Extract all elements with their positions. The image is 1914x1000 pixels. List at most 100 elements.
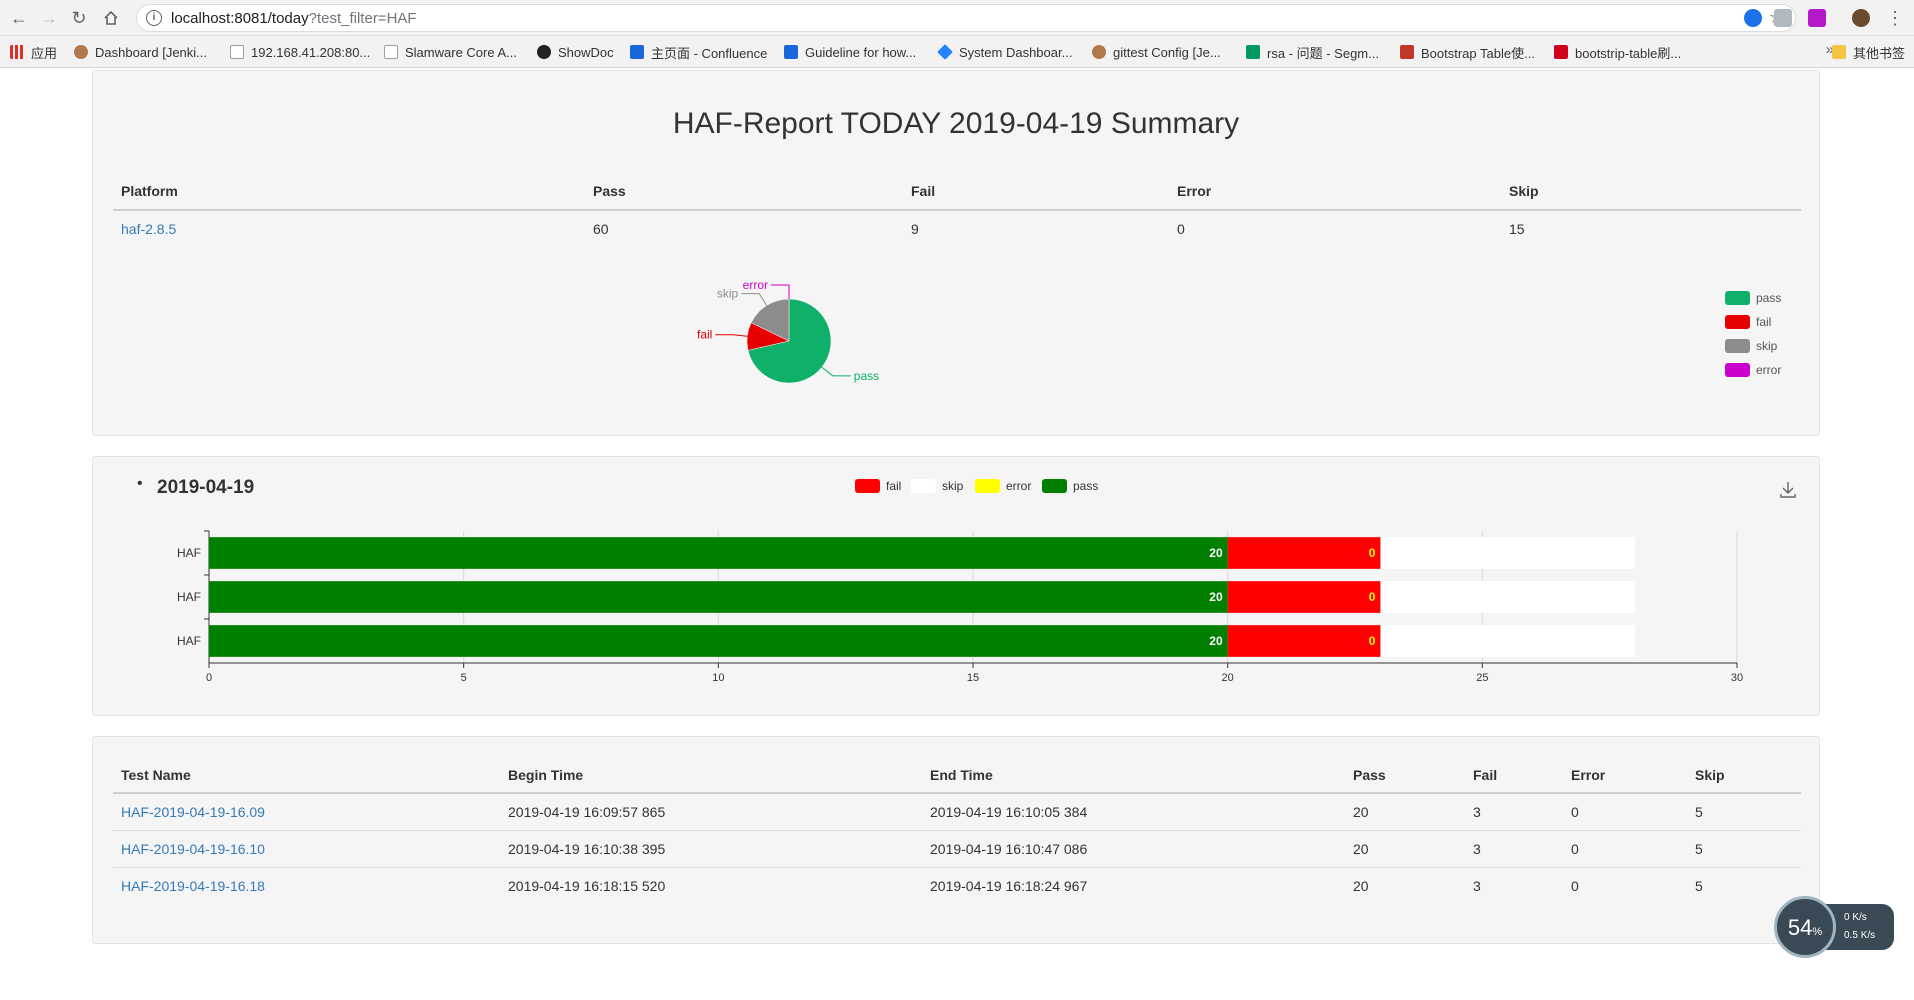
profile-avatar[interactable]: [1852, 9, 1870, 27]
download-rate: 0.5 K/s: [1844, 930, 1876, 941]
x-tick-label: 10: [712, 672, 724, 684]
column-header: Pass: [593, 183, 626, 199]
bookmark-item[interactable]: Guideline for how...: [784, 43, 916, 61]
forward-icon[interactable]: →: [40, 7, 58, 28]
bar-data-label: 0: [1369, 590, 1376, 604]
pie-slice-pass[interactable]: [747, 298, 832, 384]
network-speed-widget[interactable]: ↑ 0 K/s ↓ 0.5 K/s 54%: [1774, 896, 1896, 958]
bar-segment-fail[interactable]: [1227, 581, 1381, 613]
x-tick-label: 15: [967, 672, 979, 684]
csdn-icon: [1554, 45, 1568, 59]
divider: [113, 792, 1801, 794]
pie-label-pass: pass: [854, 369, 879, 383]
bookmark-item[interactable]: bootstrip-table刷...: [1554, 43, 1681, 61]
upload-rate: 0 K/s: [1844, 912, 1867, 923]
cpu-percent: 54: [1787, 915, 1813, 940]
bar-legend-fail[interactable]: fail: [855, 479, 901, 493]
x-tick-label: 0: [206, 672, 212, 684]
bookmark-item[interactable]: 主页面 - Confluence: [630, 43, 767, 61]
bar-segment-skip[interactable]: [1380, 581, 1636, 613]
bar-segment-pass[interactable]: [209, 625, 1228, 657]
pie-legend-pass[interactable]: pass: [1725, 291, 1781, 305]
skip-count: 5: [1695, 878, 1703, 894]
menu-icon[interactable]: ⋮: [1886, 7, 1904, 28]
bookmarks-bar: 应用 Dashboard [Jenki... 192.168.41.208:80…: [0, 36, 1914, 68]
fail-count: 3: [1473, 878, 1481, 894]
other-bookmarks-folder[interactable]: 其他书签: [1832, 43, 1905, 61]
summary-panel: HAF-Report TODAY 2019-04-19 Summary Plat…: [92, 70, 1820, 436]
extension-icon[interactable]: [1808, 9, 1826, 27]
browser-toolbar: ← → ↻ i localhost:8081/today?test_filter…: [0, 0, 1914, 36]
back-icon[interactable]: ←: [10, 7, 28, 28]
bar-segment-fail[interactable]: [1227, 537, 1381, 569]
bar-data-label: 20: [1209, 546, 1223, 560]
bar-legend-error[interactable]: error: [975, 479, 1031, 493]
pie-slice-skip[interactable]: [750, 298, 790, 342]
test-name-link[interactable]: HAF-2019-04-19-16.10: [121, 841, 265, 857]
url-text[interactable]: localhost:8081/today?test_filter=HAF: [171, 10, 417, 27]
bookmark-item[interactable]: ShowDoc: [537, 43, 614, 61]
fail-count: 9: [911, 221, 919, 237]
column-header: End Time: [930, 767, 993, 783]
tests-table-panel: Test Name Begin Time End Time Pass Fail …: [92, 736, 1820, 944]
home-icon[interactable]: [100, 7, 122, 29]
bar-segment-fail[interactable]: [1227, 625, 1381, 657]
x-tick-label: 20: [1222, 672, 1234, 684]
column-header: Error: [1177, 183, 1212, 199]
bar-segment-pass[interactable]: [209, 537, 1228, 569]
legend-swatch: [1725, 291, 1750, 305]
test-name-link[interactable]: HAF-2019-04-19-16.09: [121, 804, 265, 820]
column-header: Skip: [1509, 183, 1539, 199]
bar-segment-skip[interactable]: [1380, 537, 1636, 569]
error-count: 0: [1571, 878, 1579, 894]
bar-data-label: 0: [1369, 546, 1376, 560]
legend-swatch: [1725, 315, 1750, 329]
speed-rates: ↑ 0 K/s ↓ 0.5 K/s: [1826, 904, 1894, 950]
bootstrap-icon: [1400, 45, 1414, 59]
x-tick-label: 5: [461, 672, 467, 684]
column-header: Test Name: [121, 767, 191, 783]
bar-legend-skip[interactable]: skip: [911, 479, 963, 493]
skip-count: 5: [1695, 841, 1703, 857]
x-tick-label: 30: [1731, 672, 1743, 684]
table-row: HAF-2019-04-19-16.10: [121, 841, 265, 857]
bookmark-apps[interactable]: 应用: [10, 43, 57, 61]
bar-segment-pass[interactable]: [209, 581, 1228, 613]
bookmark-item[interactable]: System Dashboar...: [937, 43, 1072, 61]
bar-segment-skip[interactable]: [1380, 625, 1636, 657]
pie-legend-fail[interactable]: fail: [1725, 315, 1771, 329]
bookmark-item[interactable]: 192.168.41.208:80...: [230, 43, 370, 61]
legend-swatch: [975, 479, 1000, 493]
pie-label-line: [771, 284, 790, 299]
legend-swatch: [1725, 339, 1750, 353]
download-icon[interactable]: [1778, 479, 1798, 499]
address-bar[interactable]: i localhost:8081/today?test_filter=HAF ☆: [136, 4, 1796, 32]
error-count: 0: [1571, 841, 1579, 857]
extension-icon[interactable]: [1744, 9, 1762, 27]
pie-legend-skip[interactable]: skip: [1725, 339, 1777, 353]
pie-label-line: [741, 293, 768, 306]
test-name-link[interactable]: HAF-2019-04-19-16.18: [121, 878, 265, 894]
bookmarks-more-icon[interactable]: »: [1825, 41, 1834, 58]
daily-chart-panel: • 2019-04-19 fail skip error pass 0 5 10 15…: [92, 456, 1820, 716]
bookmark-item[interactable]: Bootstrap Table使...: [1400, 43, 1535, 61]
bookmark-item[interactable]: Dashboard [Jenki...: [74, 43, 207, 61]
bookmark-item[interactable]: rsa - 问题 - Segm...: [1246, 43, 1379, 61]
bar-legend-pass[interactable]: pass: [1042, 479, 1098, 493]
divider: [113, 209, 1801, 211]
column-header: Fail: [1473, 767, 1498, 783]
begin-time: 2019-04-19 16:18:15 520: [508, 878, 666, 894]
reload-icon[interactable]: ↻: [71, 7, 87, 28]
error-count: 0: [1571, 804, 1579, 820]
column-header: Platform: [121, 183, 178, 199]
pie-legend-error[interactable]: error: [1725, 363, 1781, 377]
column-header: Pass: [1353, 767, 1386, 783]
bookmark-item[interactable]: Slamware Core A...: [384, 43, 517, 61]
info-icon[interactable]: i: [146, 10, 162, 26]
platform-link[interactable]: haf-2.8.5: [121, 221, 177, 237]
pass-count: 20: [1353, 878, 1369, 894]
extension-icon[interactable]: [1774, 9, 1792, 27]
bookmark-item[interactable]: gittest Config [Je...: [1092, 43, 1221, 61]
divider: [113, 867, 1801, 868]
segmentfault-icon: [1246, 45, 1260, 59]
